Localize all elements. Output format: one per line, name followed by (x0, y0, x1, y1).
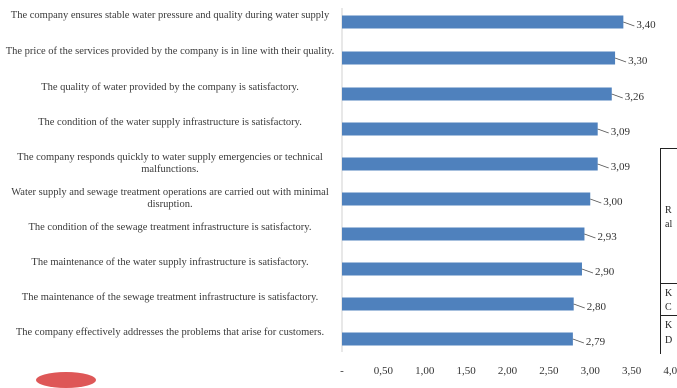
bar-chart: 3,40 3,30 3,26 3,09 3,09 3,00 2,93 2,90 2,80 2,79… (340, 8, 677, 377)
data-label-leader (614, 57, 627, 63)
data-label: 2,79 (586, 336, 606, 348)
bar (342, 15, 624, 29)
red-logo-fragment (36, 372, 96, 388)
bar (342, 87, 612, 101)
data-label: 3,26 (625, 91, 645, 103)
data-label-leader (597, 163, 609, 169)
table-fragment-text: D (665, 335, 673, 346)
bar (342, 227, 585, 241)
x-tick-label: 4,00 (663, 365, 677, 377)
category-label: Water supply and sewage treatment operat… (11, 187, 329, 210)
data-label: 3,00 (603, 196, 623, 208)
data-label-leader (623, 21, 635, 27)
bar (342, 192, 591, 206)
category-label: The company ensures stable water pressur… (10, 10, 330, 21)
data-label: 3,09 (611, 126, 631, 138)
x-tick-label: 3,50 (622, 365, 642, 377)
x-tick-label: 3,00 (581, 365, 601, 377)
category-label: The company responds quickly to water su… (17, 152, 323, 175)
data-label: 3,09 (611, 161, 631, 173)
category-label: The quality of water provided by the com… (41, 82, 299, 93)
bar (342, 122, 598, 136)
data-label-leader (573, 303, 585, 309)
table-fragment-text: C (665, 302, 672, 313)
data-label-leader (581, 268, 594, 274)
data-label-leader (597, 128, 609, 134)
category-label: The maintenance of the sewage treatment … (21, 292, 319, 303)
x-tick-label: 2,50 (539, 365, 559, 377)
data-label-leader (584, 233, 596, 239)
data-label: 3,30 (628, 55, 648, 67)
data-label-leader (611, 93, 623, 99)
data-label: 2,80 (587, 301, 607, 313)
x-tick-label: - (340, 365, 344, 377)
bar (342, 332, 573, 346)
table-fragment-text: K (665, 288, 673, 299)
table-divider (661, 315, 677, 316)
data-label: 2,90 (595, 266, 615, 278)
x-tick-label: 1,50 (457, 365, 477, 377)
data-label-leader (590, 198, 602, 204)
x-tick-label: 2,00 (498, 365, 518, 377)
category-label: The condition of the sewage treatment in… (28, 222, 312, 233)
table-fragment-text: al (665, 219, 673, 230)
bar (342, 157, 598, 171)
bar (342, 51, 616, 65)
table-fragment-text: K (665, 320, 673, 331)
x-tick-label: 1,00 (415, 365, 435, 377)
data-label: 3,40 (636, 19, 656, 31)
table-fragment: R al K C K D (660, 148, 677, 354)
category-label: The maintenance of the water supply infr… (31, 257, 309, 268)
table-fragment-text: R (665, 205, 672, 216)
data-label-leader (572, 338, 585, 344)
bar (342, 297, 574, 311)
data-label: 2,93 (597, 231, 617, 243)
table-divider (661, 283, 677, 284)
category-label: The price of the services provided by th… (5, 46, 335, 57)
category-label: The company effectively addresses the pr… (15, 327, 325, 338)
category-label: The condition of the water supply infras… (38, 117, 302, 128)
bar (342, 262, 582, 276)
x-tick-label: 0,50 (374, 365, 394, 377)
